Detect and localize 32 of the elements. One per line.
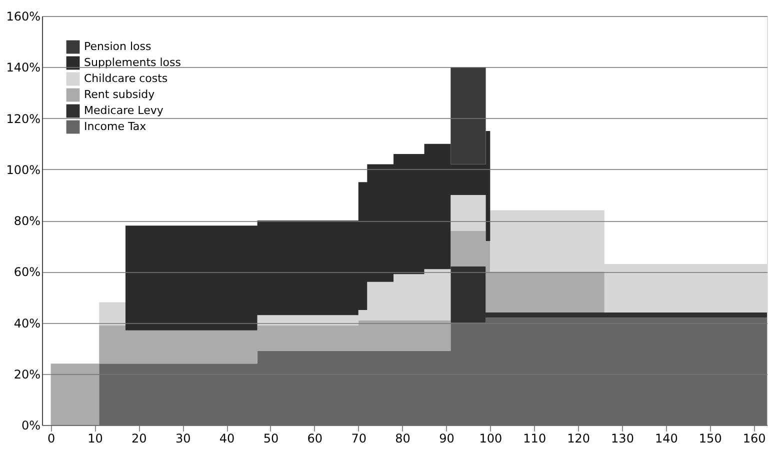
x-tick-label: 30 bbox=[175, 432, 191, 446]
legend-label: Rent subsidy bbox=[84, 88, 156, 101]
x-tick-label: 90 bbox=[439, 432, 454, 446]
y-tick-label: 40% bbox=[14, 316, 40, 330]
x-tick-label: 20 bbox=[132, 432, 147, 446]
x-tick-label: 130 bbox=[611, 432, 634, 446]
x-tick-label: 10 bbox=[88, 432, 103, 446]
legend-label: Medicare Levy bbox=[84, 104, 164, 117]
x-tick-label: 100 bbox=[479, 432, 502, 446]
y-tick-label: 60% bbox=[14, 265, 40, 280]
y-tick-label: 0% bbox=[21, 418, 40, 432]
x-tick-label: 110 bbox=[523, 432, 546, 446]
x-tick-label: 70 bbox=[351, 432, 367, 446]
y-tick-label: 140% bbox=[6, 60, 40, 75]
legend-label: Pension loss bbox=[84, 40, 152, 53]
legend-label: Childcare costs bbox=[84, 72, 168, 85]
x-tick-label: 160 bbox=[742, 432, 766, 446]
y-tick-label: 120% bbox=[6, 112, 40, 126]
x-tick-label: 150 bbox=[698, 432, 722, 446]
x-tick-label: 0 bbox=[47, 432, 56, 446]
y-tick-label: 100% bbox=[6, 162, 40, 177]
legend-label: Income Tax bbox=[84, 120, 147, 133]
x-tick-label: 80 bbox=[395, 432, 410, 446]
legend-label: Supplements loss bbox=[84, 56, 182, 69]
x-tick-label: 40 bbox=[219, 432, 235, 446]
x-tick-label: 60 bbox=[307, 432, 323, 446]
x-tick-label: 140 bbox=[654, 432, 678, 446]
x-tick-label: 50 bbox=[263, 432, 279, 446]
x-tick-label: 120 bbox=[567, 432, 590, 446]
y-tick-label: 160% bbox=[6, 10, 40, 24]
y-tick-label: 80% bbox=[14, 214, 40, 228]
y-tick-label: 20% bbox=[14, 367, 40, 382]
